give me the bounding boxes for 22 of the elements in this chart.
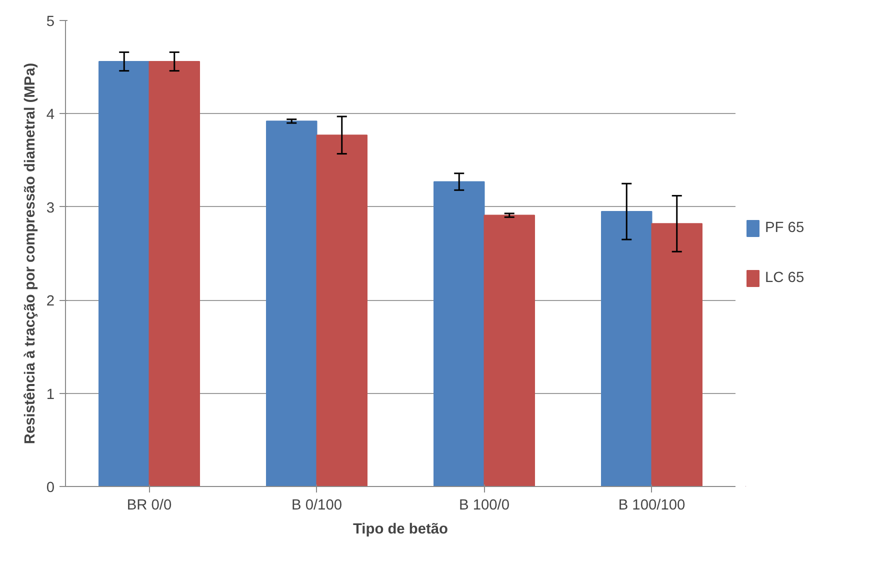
x-axis-title: Tipo de betão bbox=[353, 522, 448, 538]
bar bbox=[316, 134, 368, 486]
bar bbox=[484, 214, 535, 486]
y-axis-title: Resistência à tracção por compressão diametral (MPa) bbox=[22, 62, 38, 444]
y-tick-label: 0 bbox=[46, 480, 55, 496]
bar bbox=[266, 120, 318, 486]
y-tick-label: 5 bbox=[46, 14, 55, 30]
bar bbox=[601, 211, 652, 486]
y-tick-label: 2 bbox=[46, 294, 55, 310]
legend-label: LC 65 bbox=[765, 270, 804, 286]
bar bbox=[98, 61, 150, 486]
y-tick-label: 3 bbox=[46, 200, 55, 216]
x-tick-label: B 100/100 bbox=[618, 498, 686, 514]
x-tick-label: BR 0/0 bbox=[126, 498, 172, 514]
bar bbox=[651, 223, 702, 486]
bar bbox=[434, 181, 485, 486]
x-tick-label: B 100/0 bbox=[458, 498, 510, 514]
y-tick-label: 1 bbox=[46, 386, 55, 403]
bar bbox=[148, 61, 200, 486]
x-tick-label: B 0/100 bbox=[291, 498, 342, 514]
legend-label: PF 65 bbox=[765, 220, 804, 236]
y-tick-label: 4 bbox=[46, 107, 55, 124]
